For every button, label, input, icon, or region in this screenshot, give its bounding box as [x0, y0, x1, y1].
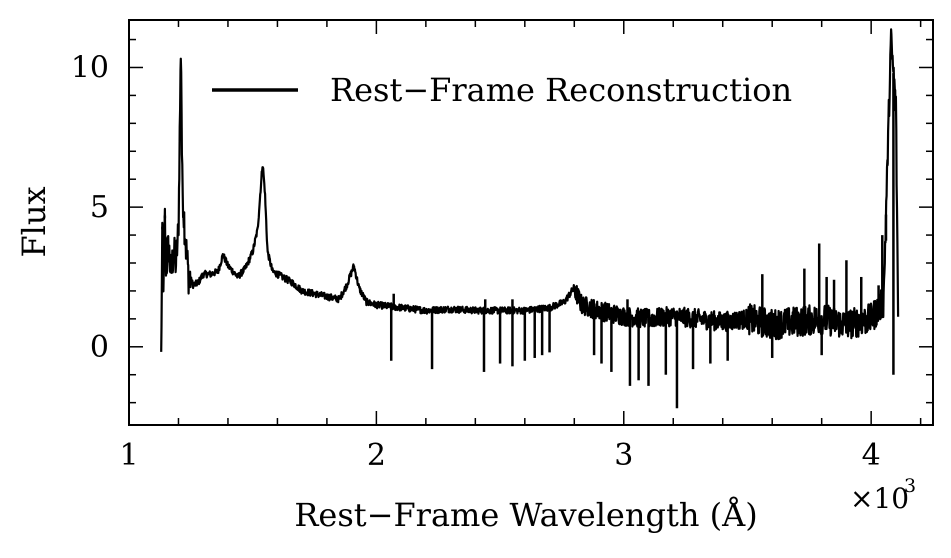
legend: Rest−Frame Reconstruction: [212, 71, 792, 109]
x-tick-label: 3: [614, 438, 633, 473]
tick-labels: 1 2 3 4 0 5 10: [71, 50, 881, 473]
tick-marks: [128, 20, 933, 425]
y-tick-label: 0: [90, 330, 109, 365]
y-tick-label: 5: [90, 190, 109, 225]
spectrum-line: [160, 28, 900, 352]
plot-frame: [128, 19, 934, 426]
y-tick-label: 10: [71, 50, 109, 85]
y-axis-label: Flux: [15, 186, 53, 257]
x-tick-label: 1: [119, 438, 138, 473]
x-axis-multiplier: ×10: [850, 482, 909, 515]
x-tick-label: 4: [862, 438, 881, 473]
data-layer: [160, 28, 900, 409]
x-tick-label: 2: [367, 438, 386, 473]
x-axis-label: Rest−Frame Wavelength (Å): [294, 496, 757, 534]
legend-entry: Rest−Frame Reconstruction: [330, 71, 792, 109]
x-axis-multiplier-exponent: 3: [904, 475, 916, 497]
